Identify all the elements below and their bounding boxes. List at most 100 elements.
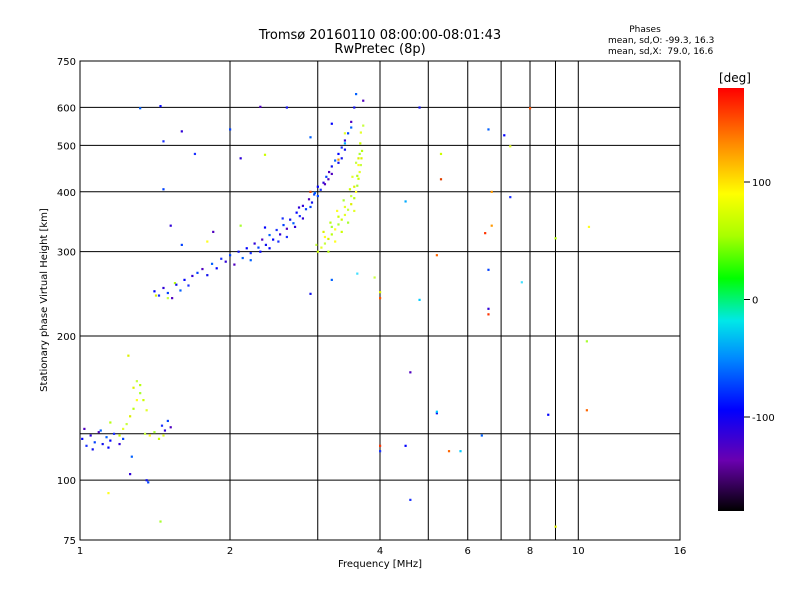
o-mode-point	[171, 297, 174, 300]
o-mode-point	[180, 243, 183, 246]
o-mode-point	[139, 107, 142, 110]
x-mode-point	[439, 152, 443, 156]
x-mode-point	[239, 224, 242, 227]
other-point	[439, 178, 443, 181]
o-mode-point	[122, 437, 125, 440]
x-mode-point	[127, 354, 130, 357]
o-mode-point	[330, 172, 333, 176]
x-tick-label: 1	[77, 546, 83, 557]
o-mode-point	[229, 254, 232, 257]
o-mode-point	[313, 191, 317, 195]
x-mode-point	[343, 132, 347, 135]
x-mode-point	[358, 152, 361, 156]
other-point	[585, 409, 588, 412]
o-mode-point	[310, 201, 314, 204]
other-point	[343, 142, 347, 145]
x-mode-point	[330, 225, 333, 229]
chart-title: Tromsø 20160110 08:00:00-08:01:43	[258, 28, 501, 43]
other-point	[435, 254, 438, 257]
x-tick-label: 10	[572, 546, 585, 557]
x-mode-point	[360, 157, 363, 160]
o-mode-point	[107, 446, 110, 449]
o-mode-point	[147, 481, 150, 484]
other-point	[435, 410, 438, 413]
x-mode-point	[357, 163, 360, 167]
o-mode-point	[330, 165, 333, 168]
o-mode-point	[292, 222, 295, 225]
other-point	[309, 190, 312, 193]
x-mode-point	[315, 243, 318, 246]
o-mode-point	[191, 274, 194, 278]
o-mode-point	[159, 105, 162, 108]
o-mode-point	[175, 283, 178, 286]
x-mode-point	[354, 161, 358, 164]
o-mode-point	[334, 159, 337, 162]
other-point	[487, 313, 490, 316]
o-mode-point	[130, 455, 133, 458]
x-mode-point	[353, 197, 356, 200]
o-mode-point	[166, 291, 169, 295]
o-mode-point	[323, 183, 327, 186]
o-mode-point	[327, 178, 330, 181]
x-mode-point	[320, 246, 323, 249]
o-mode-point	[301, 204, 305, 207]
x-axis-label: Frequency [MHz]	[338, 559, 422, 570]
chart-subtitle: RwPretec (8p)	[334, 42, 425, 57]
o-mode-point	[309, 136, 312, 139]
x-mode-point	[109, 421, 112, 424]
other-point	[490, 224, 493, 227]
o-mode-point	[160, 424, 164, 427]
o-mode-point	[261, 238, 264, 241]
x-mode-point	[554, 237, 557, 240]
o-mode-point	[112, 432, 116, 435]
o-mode-point	[337, 152, 340, 156]
y-tick-label: 400	[57, 188, 76, 199]
o-mode-point	[354, 92, 358, 96]
o-mode-point	[330, 122, 333, 125]
x-mode-point	[340, 230, 343, 233]
o-mode-point	[105, 436, 108, 439]
o-mode-point	[487, 268, 490, 271]
o-mode-point	[249, 252, 252, 255]
o-mode-point	[379, 450, 382, 453]
o-mode-point	[241, 256, 244, 260]
x-mode-point	[379, 291, 382, 294]
x-mode-point	[357, 157, 360, 160]
data-points	[81, 92, 591, 528]
o-mode-point	[313, 193, 316, 196]
x-mode-point	[340, 218, 343, 221]
o-mode-point	[293, 225, 297, 229]
x-mode-point	[323, 235, 327, 239]
o-mode-point	[163, 429, 167, 432]
x-mode-point	[354, 190, 358, 193]
x-mode-point	[357, 177, 360, 180]
x-tick-label: 6	[465, 546, 471, 557]
o-mode-point	[301, 217, 305, 220]
o-mode-point	[193, 152, 197, 156]
o-mode-point	[295, 211, 298, 214]
x-tick-label: 4	[377, 546, 383, 557]
o-mode-point	[304, 208, 308, 211]
o-mode-point	[259, 250, 262, 253]
x-mode-point	[157, 437, 161, 440]
y-tick-label: 600	[57, 103, 76, 114]
o-mode-point	[337, 161, 340, 164]
x-mode-point	[153, 431, 156, 434]
x-mode-point	[329, 221, 332, 224]
x-mode-point	[346, 208, 350, 211]
grid-lines	[80, 61, 680, 540]
x-mode-point	[263, 153, 267, 156]
o-mode-point	[97, 431, 100, 434]
other-point	[418, 298, 421, 301]
x-mode-point	[353, 209, 356, 213]
o-mode-point	[307, 198, 311, 201]
other-point	[520, 281, 523, 284]
o-mode-point	[487, 128, 490, 131]
x-mode-point	[362, 124, 365, 127]
o-mode-point	[418, 106, 421, 109]
o-mode-point	[169, 426, 172, 429]
x-mode-point	[353, 185, 356, 188]
other-point	[379, 297, 382, 300]
x-mode-point	[125, 422, 128, 426]
